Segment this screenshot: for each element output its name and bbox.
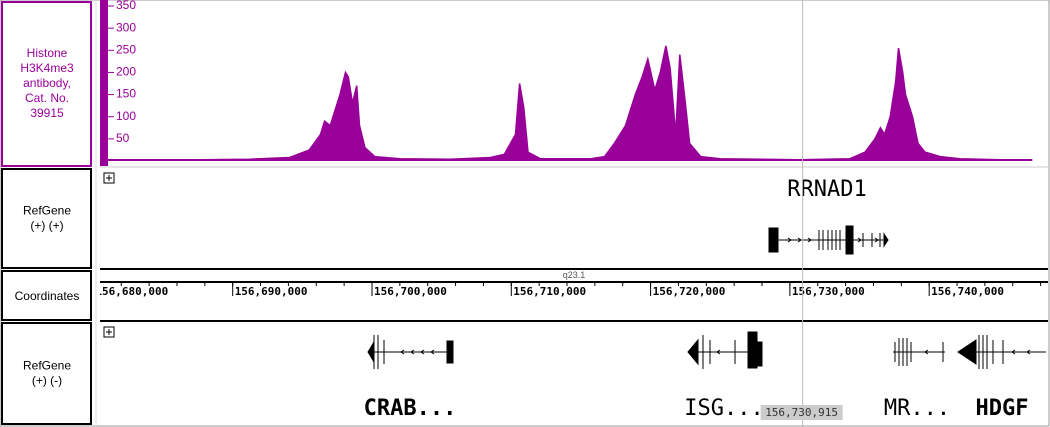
track-label: H3K4me3	[20, 61, 74, 75]
track-label: (+) (+)	[30, 219, 63, 233]
track-label: (+) (-)	[32, 374, 62, 388]
y-tick-label: 100	[116, 109, 136, 123]
x-tick-label: 156,730,000	[792, 285, 865, 298]
x-tick-label: 156,710,000	[513, 285, 586, 298]
band-label: q23.1	[563, 270, 586, 280]
track-label: Coordinates	[15, 289, 80, 303]
gene-model[interactable]	[367, 331, 1046, 369]
gene-name[interactable]: HDGF	[976, 396, 1029, 421]
y-tick-label: 250	[116, 42, 136, 56]
track-label-box[interactable]	[1, 270, 92, 321]
y-tick-label: 350	[116, 0, 136, 12]
gene-name[interactable]: MR...	[884, 396, 950, 421]
track-label-box[interactable]	[1, 322, 92, 425]
y-tick-label: 50	[116, 131, 130, 145]
gene-name[interactable]: RRNAD1	[787, 177, 866, 202]
x-tick-label: 156,720,000	[653, 285, 726, 298]
cursor-label: 156,730,915	[765, 406, 838, 419]
cursor-label-bg	[760, 405, 843, 420]
track-label: RefGene	[23, 204, 71, 218]
y-tick-label: 300	[116, 20, 136, 34]
track-label: antibody,	[23, 76, 71, 90]
track-label-box[interactable]	[1, 168, 92, 269]
track-label: Cat. No.	[25, 91, 69, 105]
track-label: Histone	[27, 46, 68, 60]
signal-area	[100, 45, 1033, 161]
expand-icon	[106, 175, 112, 181]
y-axis-bar	[100, 0, 108, 166]
gene-model[interactable]	[768, 225, 889, 255]
y-tick-label: 200	[116, 65, 136, 79]
track-label: 39915	[30, 106, 64, 120]
y-tick-label: 150	[116, 87, 136, 101]
gene-name[interactable]: CRAB...	[364, 396, 457, 421]
x-tick-label: 156,700,000	[374, 285, 447, 298]
x-tick-label: 156,690,000	[235, 285, 308, 298]
ruler: 156,680,000 156,690,000 156,700,000 156,710…	[95, 281, 1048, 298]
track-label: RefGene	[23, 359, 71, 373]
x-tick-label: 156,680,000	[95, 285, 168, 298]
gene-name[interactable]: ISG...	[684, 396, 763, 421]
track-label-box[interactable]	[1, 1, 92, 167]
x-tick-label: 156,740,000	[931, 285, 1004, 298]
expand-icon	[106, 329, 112, 335]
